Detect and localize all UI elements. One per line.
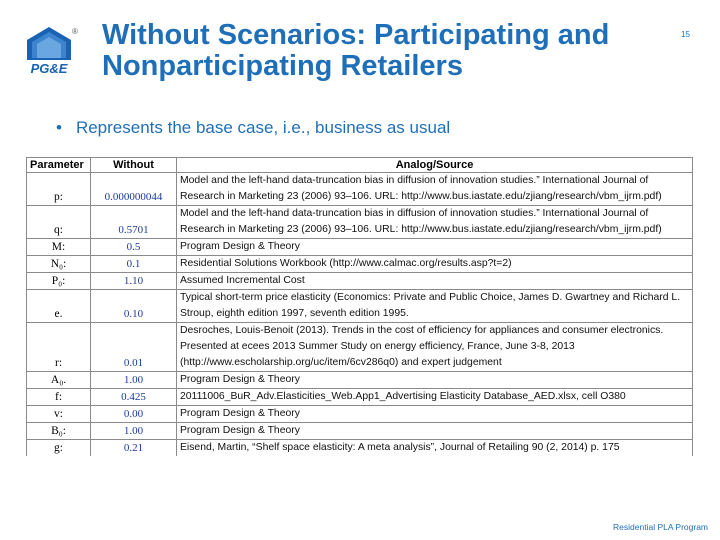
source-cell: Eisend, Martin, “Shelf space elasticity:… <box>176 439 693 456</box>
table-row: A₀. 1.00 Program Design & Theory <box>26 371 693 389</box>
without-cell: 0.01 <box>90 322 177 372</box>
param-cell: r: <box>26 322 91 372</box>
param-cell: M: <box>26 238 91 256</box>
footer-program-name: Residential PLA Program <box>613 522 708 532</box>
param-cell: B₀: <box>26 422 91 440</box>
source-cell: Program Design & Theory <box>176 371 693 389</box>
source-cell: Program Design & Theory <box>176 422 693 440</box>
table-row: P₀: 1.10 Assumed Incremental Cost <box>26 272 693 290</box>
without-cell: 0.000000044 <box>90 172 177 206</box>
table-row: M: 0.5 Program Design & Theory <box>26 238 693 256</box>
without-cell: 1.00 <box>90 422 177 440</box>
source-cell: Typical short-term price elasticity (Eco… <box>176 289 693 323</box>
pge-logo: PG&E <box>26 26 72 76</box>
table-row: r: 0.01 Desroches, Louis-Benoit (2013). … <box>26 322 693 372</box>
bullet-dot-icon: • <box>56 118 62 137</box>
bullet-text: Represents the base case, i.e., business… <box>75 118 451 137</box>
source-cell: Desroches, Louis-Benoit (2013). Trends i… <box>176 322 693 372</box>
param-cell: e. <box>26 289 91 323</box>
param-cell: p: <box>26 172 91 206</box>
parameter-table: Parameter Without Analog/Source p: 0.000… <box>26 157 693 456</box>
param-cell: N₀: <box>26 255 91 273</box>
without-cell: 0.1 <box>90 255 177 273</box>
header-without: Without <box>90 157 177 173</box>
without-cell: 0.10 <box>90 289 177 323</box>
param-cell: P₀: <box>26 272 91 290</box>
without-cell: 0.425 <box>90 388 177 406</box>
source-cell: Model and the left-hand data-truncation … <box>176 205 693 239</box>
table-header-row: Parameter Without Analog/Source <box>26 157 693 173</box>
param-cell: g: <box>26 439 91 456</box>
without-cell: 1.10 <box>90 272 177 290</box>
source-cell: Residential Solutions Workbook (http://w… <box>176 255 693 273</box>
source-cell: Program Design & Theory <box>176 405 693 423</box>
table-row: f: 0.425 20111006_BuR_Adv.Elasticities_W… <box>26 388 693 406</box>
table-row: p: 0.000000044 Model and the left-hand d… <box>26 172 693 206</box>
source-cell: 20111006_BuR_Adv.Elasticities_Web.App1_A… <box>176 388 693 406</box>
param-cell: v: <box>26 405 91 423</box>
without-cell: 0.5701 <box>90 205 177 239</box>
table-row: B₀: 1.00 Program Design & Theory <box>26 422 693 440</box>
table-row: N₀: 0.1 Residential Solutions Workbook (… <box>26 255 693 273</box>
logo-text: PG&E <box>31 61 68 76</box>
bullet-item: • Represents the base case, i.e., busines… <box>56 118 450 138</box>
without-cell: 1.00 <box>90 371 177 389</box>
table-row: e. 0.10 Typical short-term price elastic… <box>26 289 693 323</box>
page-number: 15 <box>681 30 690 39</box>
header-parameter: Parameter <box>26 157 91 173</box>
registered-mark: ® <box>72 27 78 36</box>
table-row: q: 0.5701 Model and the left-hand data-t… <box>26 205 693 239</box>
source-cell: Model and the left-hand data-truncation … <box>176 172 693 206</box>
param-cell: f: <box>26 388 91 406</box>
source-cell: Program Design & Theory <box>176 238 693 256</box>
param-cell: A₀. <box>26 371 91 389</box>
without-cell: 0.5 <box>90 238 177 256</box>
without-cell: 0.00 <box>90 405 177 423</box>
param-cell: q: <box>26 205 91 239</box>
table-row: v: 0.00 Program Design & Theory <box>26 405 693 423</box>
slide-title: Without Scenarios: Participating and Non… <box>102 19 610 82</box>
table-row: g: 0.21 Eisend, Martin, “Shelf space ela… <box>26 439 693 456</box>
without-cell: 0.21 <box>90 439 177 456</box>
source-cell: Assumed Incremental Cost <box>176 272 693 290</box>
header-analog-source: Analog/Source <box>176 157 693 173</box>
